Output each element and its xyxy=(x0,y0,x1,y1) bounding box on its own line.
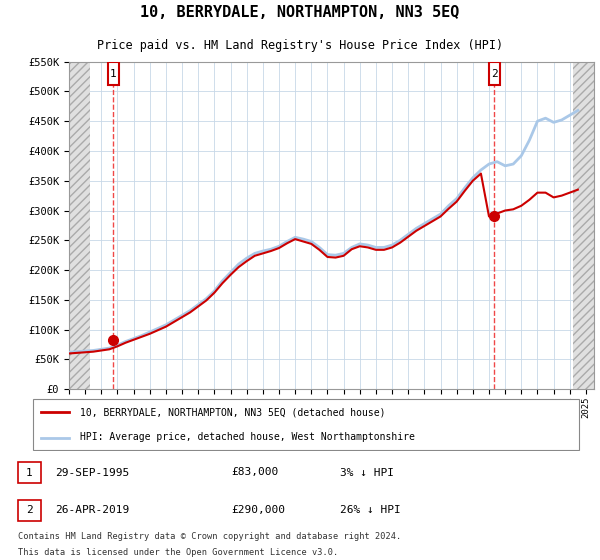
Bar xyxy=(69,62,90,389)
Text: 3% ↓ HPI: 3% ↓ HPI xyxy=(340,468,394,478)
Text: 1: 1 xyxy=(26,468,32,478)
FancyBboxPatch shape xyxy=(18,500,41,521)
Text: 10, BERRYDALE, NORTHAMPTON, NN3 5EQ: 10, BERRYDALE, NORTHAMPTON, NN3 5EQ xyxy=(140,6,460,20)
Text: 2: 2 xyxy=(491,68,498,78)
Text: Contains HM Land Registry data © Crown copyright and database right 2024.: Contains HM Land Registry data © Crown c… xyxy=(18,532,401,541)
Text: This data is licensed under the Open Government Licence v3.0.: This data is licensed under the Open Gov… xyxy=(18,548,338,557)
Text: Price paid vs. HM Land Registry's House Price Index (HPI): Price paid vs. HM Land Registry's House … xyxy=(97,39,503,53)
Text: 10, BERRYDALE, NORTHAMPTON, NN3 5EQ (detached house): 10, BERRYDALE, NORTHAMPTON, NN3 5EQ (det… xyxy=(80,408,385,418)
Text: £83,000: £83,000 xyxy=(231,468,278,478)
Text: 26-APR-2019: 26-APR-2019 xyxy=(55,505,130,515)
FancyBboxPatch shape xyxy=(33,399,579,450)
FancyBboxPatch shape xyxy=(488,62,500,86)
Bar xyxy=(573,62,600,389)
Text: 29-SEP-1995: 29-SEP-1995 xyxy=(55,468,130,478)
FancyBboxPatch shape xyxy=(108,62,119,86)
Text: £290,000: £290,000 xyxy=(231,505,285,515)
Text: 1: 1 xyxy=(110,68,117,78)
Text: 2: 2 xyxy=(26,505,32,515)
Text: 26% ↓ HPI: 26% ↓ HPI xyxy=(340,505,401,515)
FancyBboxPatch shape xyxy=(18,462,41,483)
Text: HPI: Average price, detached house, West Northamptonshire: HPI: Average price, detached house, West… xyxy=(80,432,415,442)
